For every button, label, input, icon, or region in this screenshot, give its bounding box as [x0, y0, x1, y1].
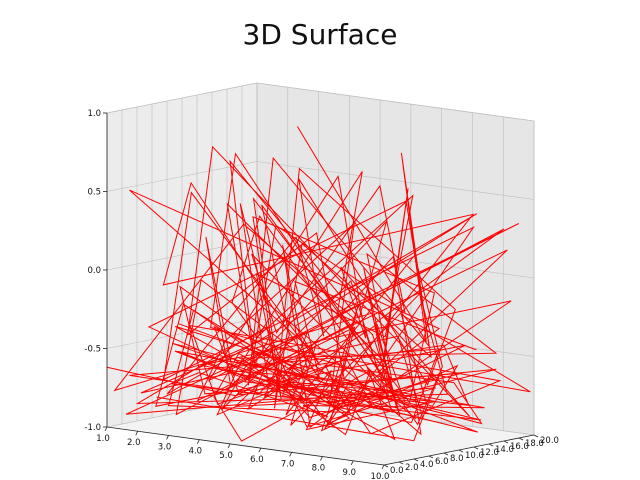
x-tick-label: 5.0	[219, 451, 233, 461]
x-tick-label: 7.0	[281, 459, 295, 469]
grid-line-z	[106, 82, 535, 122]
x-tick-mark	[135, 431, 139, 436]
y-tick-mark	[488, 443, 494, 447]
y-tick-label: 12.0	[480, 448, 499, 458]
x-tick-label: 2.0	[127, 438, 141, 448]
y-tick-mark	[383, 464, 389, 468]
y-tick-mark	[398, 461, 404, 465]
x-tick-label: 4.0	[189, 447, 203, 457]
x-tick-label: 1.0	[96, 434, 110, 444]
y-tick-label: 16.0	[510, 442, 529, 452]
axis-lines	[103, 112, 539, 470]
grid-line-z	[106, 318, 535, 357]
series-layer	[106, 126, 531, 442]
x-tick-label: 9.0	[342, 468, 356, 478]
z-tick-label: 0.0	[87, 266, 101, 276]
y-tick-label: 20.0	[540, 436, 559, 446]
x-tick-mark	[227, 443, 231, 449]
x-axis-line	[106, 426, 385, 466]
chart-title: 3D Surface	[242, 18, 398, 51]
y-tick-mark	[428, 455, 434, 459]
grid-line-z	[106, 239, 535, 279]
x-tick-mark	[166, 435, 169, 440]
x-tick-mark	[289, 452, 293, 457]
z-tick-label: 0.5	[87, 188, 101, 198]
series-line-6	[156, 350, 485, 442]
x-tick-label: 6.0	[250, 455, 264, 465]
y-tick-label: 6.0	[435, 457, 449, 467]
series-line-5	[162, 126, 520, 417]
x-tick-mark	[320, 456, 323, 461]
y-tick-label: 14.0	[495, 445, 514, 455]
x-tick-label: 8.0	[312, 464, 326, 474]
x-tick-label: 10.0	[371, 472, 390, 480]
x-tick-mark	[196, 439, 200, 444]
y-tick-label: 4.0	[420, 460, 434, 470]
y-tick-mark	[473, 446, 479, 450]
y-tick-mark	[518, 437, 524, 441]
x-tick-mark	[381, 464, 385, 470]
grid-line-z	[106, 161, 535, 200]
y-tick-mark	[413, 458, 419, 462]
y-tick-label: 8.0	[450, 454, 464, 464]
y-tick-mark	[533, 434, 539, 438]
x-tick-label: 3.0	[158, 442, 172, 452]
x-tick-mark	[258, 447, 262, 453]
y-tick-label: 10.0	[465, 451, 484, 461]
z-tick-label: -1.0	[84, 423, 101, 433]
x-tick-mark	[104, 426, 108, 432]
y-tick-label: 18.0	[525, 439, 544, 449]
z-tick-label: -0.5	[84, 345, 101, 355]
x-tick-mark	[350, 460, 354, 465]
y-tick-mark	[458, 449, 464, 453]
z-tick-label: 1.0	[87, 109, 101, 119]
y-tick-mark	[503, 440, 509, 444]
y-tick-mark	[443, 452, 449, 456]
y-tick-label: 2.0	[405, 463, 419, 473]
y-tick-label: 0.0	[390, 466, 404, 476]
tick-labels: -1.0 -0.5 0.0 0.5 1.0 1.0 2.0 3.0 4.0 5.0 6.0 7.0 8.…	[84, 109, 559, 480]
